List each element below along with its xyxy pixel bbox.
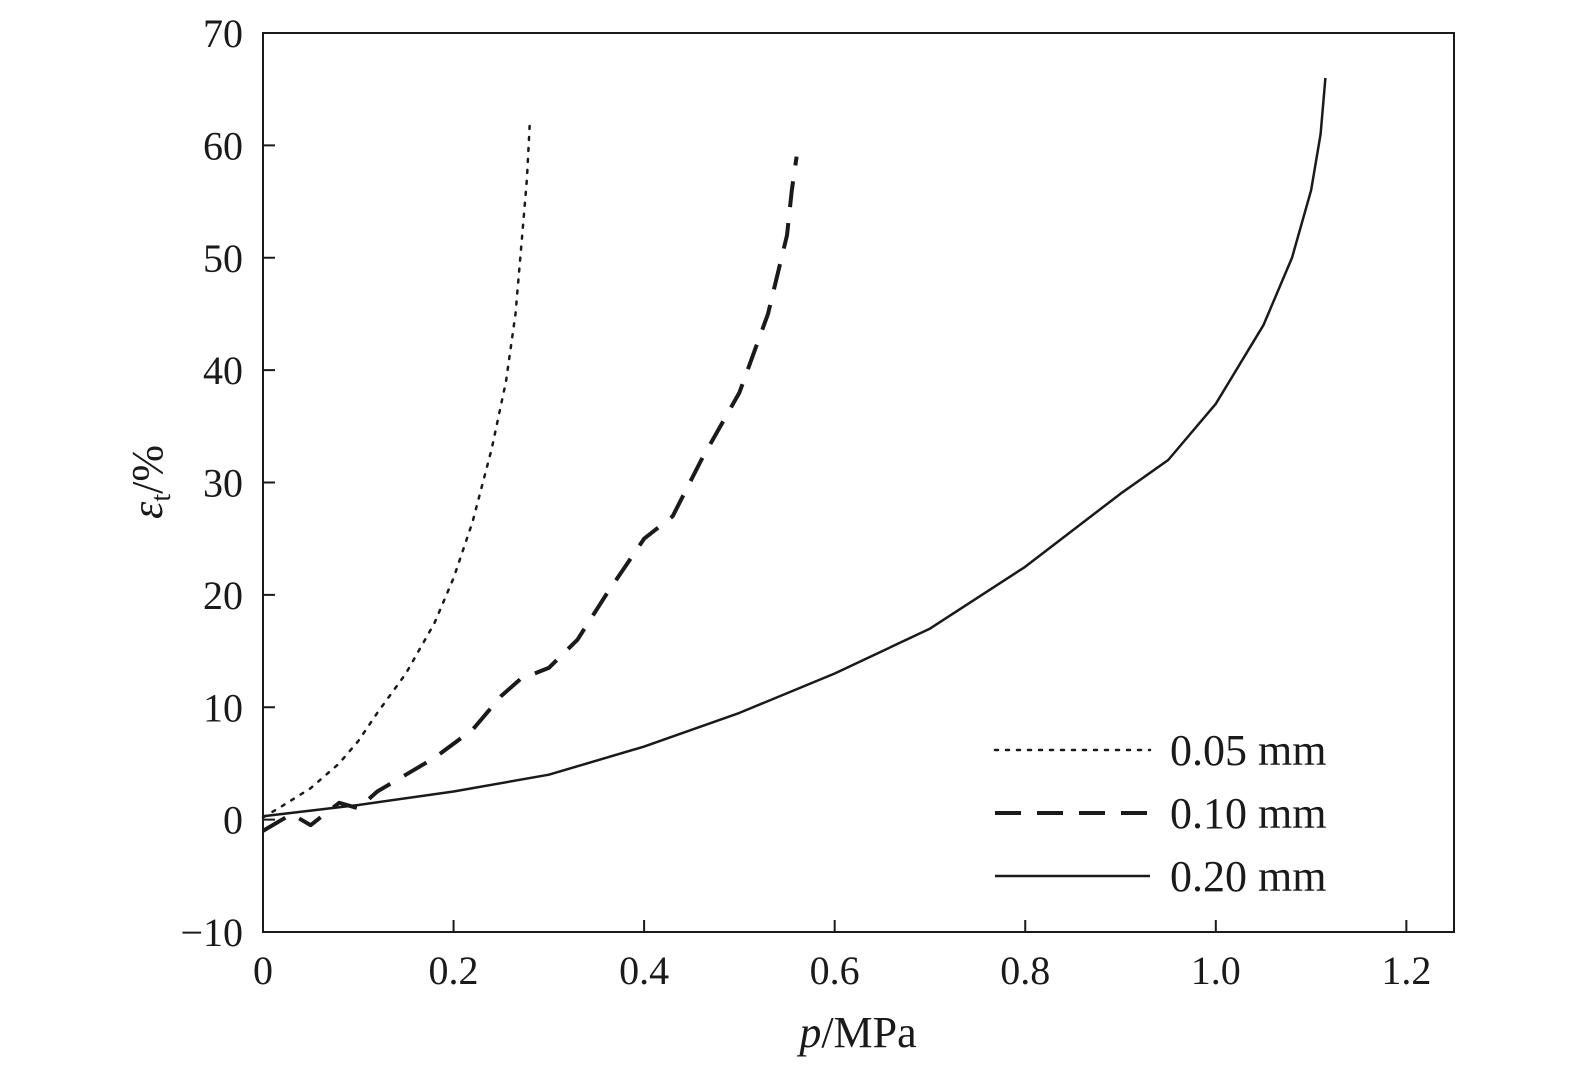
y-axis-label-unit: /% [123,445,172,494]
series-line-0 [261,121,532,819]
x-axis-label-variable: p [796,1008,821,1057]
y-axis: −10 0 10 20 30 40 50 60 70 [180,11,275,955]
y-axis-label-subscript: t [146,494,177,502]
x-tick-label: 0.6 [810,948,860,993]
x-axis-label-unit: /MPa [821,1008,916,1057]
legend: 0.05 mm 0.10 mm 0.20 mm [993,726,1326,901]
y-tick-label: 70 [203,11,243,56]
legend-label-1: 0.10 mm [1170,789,1326,838]
y-tick-label: 0 [223,798,243,843]
series-layer [261,77,1327,833]
x-tick-label: 0.2 [429,948,479,993]
y-tick-label: 50 [203,236,243,281]
y-tick-label: 60 [203,123,243,168]
x-tick-label: 1.0 [1191,948,1241,993]
y-axis-label-symbol: ε [123,501,172,519]
y-tick-label: 40 [203,348,243,393]
x-tick-label: 0 [253,948,273,993]
legend-label-2: 0.20 mm [1170,852,1326,901]
x-axis: 0 0.2 0.4 0.6 0.8 1.0 1.2 [253,920,1431,993]
legend-label-0: 0.05 mm [1170,726,1326,775]
x-tick-label: 0.8 [1000,948,1050,993]
x-tick-label: 0.4 [619,948,669,993]
x-axis-label: p/MPa [796,1008,916,1057]
y-tick-label: −10 [180,910,243,955]
y-tick-label: 30 [203,461,243,506]
series-line-1 [261,156,799,833]
y-tick-label: 10 [203,685,243,730]
y-axis-label: εt/% [123,445,177,519]
series-line-2 [262,77,1327,818]
x-tick-label: 1.2 [1381,948,1431,993]
y-tick-label: 20 [203,573,243,618]
